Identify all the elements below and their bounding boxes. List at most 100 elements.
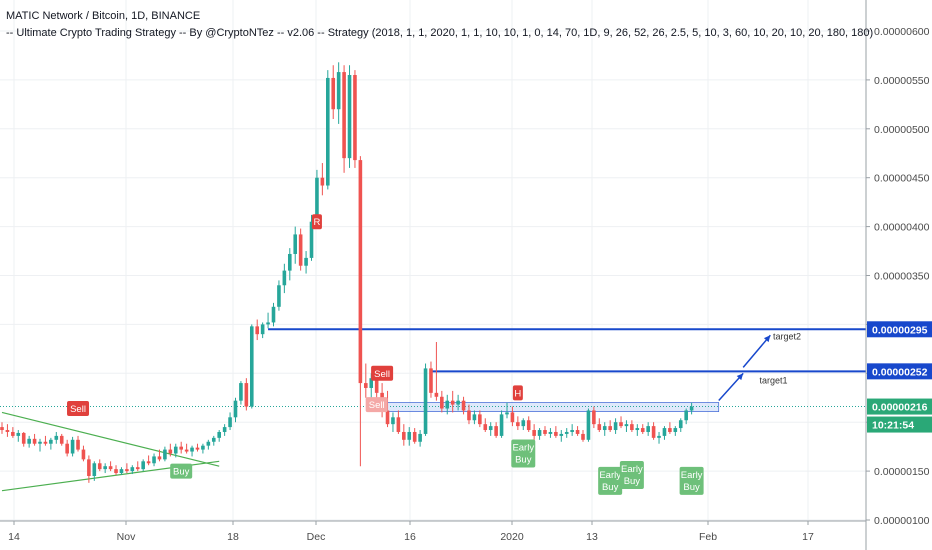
candle [651, 422, 656, 440]
candle [228, 412, 232, 431]
candle [201, 443, 205, 454]
candle-body [559, 433, 564, 436]
candle-body [619, 422, 623, 427]
candle [478, 410, 482, 428]
arrow-target2-head [763, 335, 771, 343]
candle-body [54, 435, 59, 440]
candle-body [287, 253, 292, 271]
candle [249, 324, 254, 409]
candle-body [510, 412, 515, 423]
candle-body [65, 443, 69, 454]
candle-body [119, 469, 124, 474]
candle [141, 459, 145, 472]
candle [440, 390, 444, 413]
candle [331, 65, 336, 120]
arrow-target1-head [736, 373, 744, 381]
candle-body [260, 324, 265, 335]
candle [260, 322, 265, 339]
candle [526, 416, 531, 432]
candle [630, 420, 634, 432]
candle [640, 424, 645, 434]
candle-body [423, 368, 428, 434]
candle-body [152, 456, 156, 464]
candle-body [668, 428, 672, 432]
candle-body [429, 368, 433, 393]
signal-box [365, 397, 388, 413]
candle-body [592, 410, 596, 425]
candle-body [342, 72, 346, 159]
candle [391, 412, 395, 432]
candle-body [532, 430, 536, 436]
candle-body [103, 466, 107, 470]
candle [554, 426, 558, 438]
candle [87, 455, 91, 483]
candle [581, 430, 585, 442]
candle-body [190, 447, 194, 452]
candle-body [564, 431, 569, 434]
candle [347, 65, 352, 168]
candle [445, 394, 450, 415]
candle-body [657, 435, 661, 438]
candle-body [206, 441, 211, 446]
candle [543, 426, 547, 436]
candle-body [467, 410, 471, 421]
candle-body [543, 430, 547, 434]
candle-body [472, 414, 477, 421]
target1-label: target1 [759, 375, 787, 385]
candle [559, 430, 564, 442]
signal-buy: Buy [170, 463, 193, 479]
candle [103, 463, 107, 474]
candle-body [0, 427, 4, 431]
candle [211, 435, 216, 446]
candle-body [364, 383, 368, 388]
price-label-box [867, 363, 932, 380]
candle [592, 406, 596, 429]
candle [43, 435, 48, 446]
candle-body [211, 437, 216, 442]
x-tick-label: 16 [404, 531, 416, 543]
candle [179, 441, 183, 454]
candle [494, 422, 498, 438]
signal-text: Early [681, 470, 703, 481]
chart-title: MATIC Network / Bitcoin, 1D, BINANCE [6, 10, 201, 22]
candle [168, 443, 173, 457]
candle-body [184, 449, 189, 452]
candle-body [173, 446, 178, 454]
candle [266, 312, 270, 329]
candle [76, 435, 80, 452]
candle-body [488, 426, 493, 431]
candle [488, 422, 493, 436]
candle-body [521, 420, 526, 427]
x-tick-label: Feb [699, 531, 717, 543]
candle-body [38, 441, 42, 444]
candle-body [505, 412, 509, 415]
candle [114, 465, 118, 476]
x-tick-label: 14 [8, 531, 20, 543]
candle-body [635, 428, 640, 431]
candle-body [554, 431, 558, 436]
candle-body [59, 435, 64, 444]
signal-labels: SellBuyRSellSellHEarlyBuyEarlyBuyEarlyBu… [67, 214, 704, 495]
candle-body [445, 400, 450, 409]
candle [49, 437, 53, 450]
candle-body [347, 75, 352, 159]
candle [11, 427, 15, 438]
candle [548, 428, 553, 438]
candle-body [662, 428, 667, 436]
candle-body [233, 400, 238, 418]
signal-text: Sell [70, 404, 86, 415]
candle-body [570, 430, 574, 432]
candle-body [87, 459, 91, 476]
candle-body [483, 424, 488, 431]
signal-box [512, 385, 523, 401]
candle [662, 426, 667, 440]
candle-body [217, 431, 221, 438]
candle-body [407, 431, 412, 440]
candle-body [537, 430, 542, 436]
candle [402, 424, 406, 446]
x-tick-label: Nov [117, 531, 136, 543]
candle-body [157, 456, 162, 460]
candle-body [369, 378, 374, 388]
candle [65, 439, 69, 457]
signal-box [67, 401, 90, 417]
